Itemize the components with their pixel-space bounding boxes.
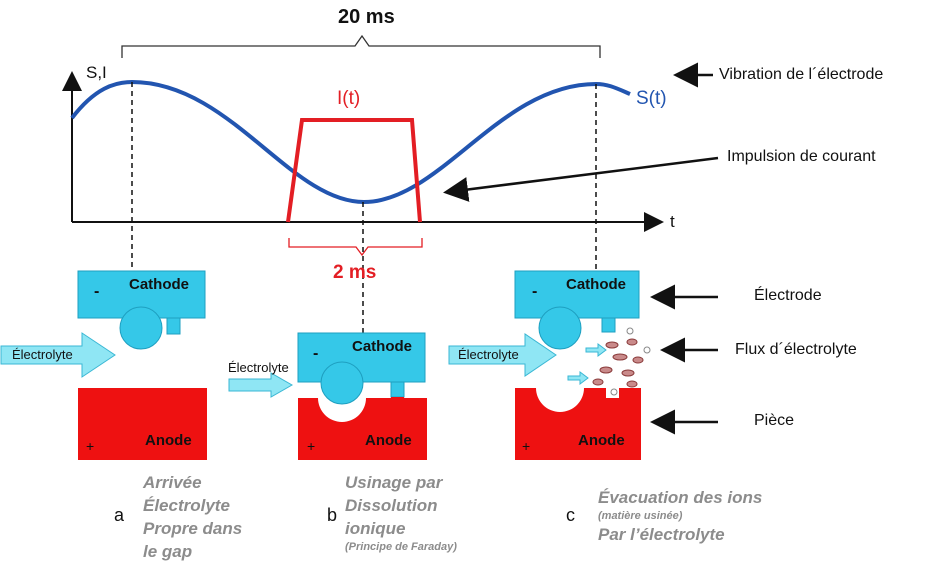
cathode-label-c: Cathode [566, 276, 626, 293]
plus-sign-a: + [86, 438, 95, 454]
electrolyte-arrow-a [0, 332, 116, 378]
anode-label-b: Anode [365, 432, 412, 449]
period-label: 20 ms [338, 6, 395, 28]
electrode-nub-b [390, 381, 405, 398]
stage-caption-b: Usinage par Dissolution ionique (Princip… [345, 471, 457, 554]
stage-caption-c: Évacuation des ions (matière usinée) Par… [598, 486, 762, 546]
plus-sign-c: + [522, 438, 531, 454]
stage-caption-a: Arrivée Électrolyte Propre dans le gap [143, 471, 242, 563]
caption-note: (Principe de Faraday) [345, 541, 457, 553]
stage-letter-b: b [327, 505, 338, 525]
block-b [228, 332, 427, 460]
current-pulse [286, 118, 422, 223]
ion-particles [567, 327, 651, 396]
flow-arrow [567, 371, 589, 385]
pulse-width-label: 2 ms [333, 262, 377, 283]
electrode-tip-c [538, 306, 582, 350]
block-a [0, 270, 207, 460]
electrode-tip-b [320, 361, 364, 405]
minus-sign-b: - [313, 345, 319, 362]
electrode-annotation: Électrode [754, 287, 822, 304]
electrode-tip-a [119, 306, 163, 350]
caption-line: Évacuation des ions [598, 488, 763, 507]
flow-arrow [585, 343, 607, 357]
pulse-width-bracket [288, 238, 423, 257]
ion [626, 380, 638, 388]
current-pulse-arrow [443, 156, 719, 202]
ion [592, 378, 604, 386]
period-bracket [121, 34, 601, 58]
ion [621, 369, 635, 377]
cathode-label-b: Cathode [352, 338, 412, 355]
cathode-label-a: Cathode [129, 276, 189, 293]
electrode-nub-c [601, 317, 616, 333]
block-c [448, 270, 651, 460]
bubble [610, 388, 618, 396]
stage-letter-a: a [114, 505, 125, 525]
x-axis-label: t [670, 212, 675, 231]
electrolyte-arrow-b [228, 372, 294, 398]
cathode-c [514, 270, 640, 319]
ion [599, 366, 613, 374]
electrode-nub-a [166, 317, 181, 335]
current-pulse-annotation: Impulsion de courant [727, 148, 876, 165]
anode-a [78, 388, 207, 460]
minus-sign-a: - [94, 283, 100, 300]
bubble [643, 346, 651, 354]
anode-c [515, 388, 641, 460]
ion [632, 356, 644, 364]
bubble [626, 327, 634, 335]
caption-note: (matière usinée) [598, 510, 683, 522]
vibration-annotation: Vibration de l´électrode [719, 66, 884, 83]
electrolyte-label-c: Électrolyte [458, 347, 519, 362]
anode-label-c: Anode [578, 432, 625, 449]
caption-line: Propre dans [143, 519, 243, 538]
electrolyte-arrow-c [448, 333, 557, 377]
ion [605, 341, 619, 349]
electrolyte-label-b: Électrolyte [228, 360, 289, 375]
y-axis-label: S,I [86, 63, 107, 82]
minus-sign-c: - [532, 283, 538, 300]
current-series-label: I(t) [337, 88, 361, 109]
anode-b [298, 397, 427, 460]
ion [612, 353, 628, 361]
anode-label-a: Anode [145, 432, 192, 449]
ion [626, 338, 638, 346]
caption-line: Arrivée [143, 473, 202, 492]
caption-line: le gap [143, 542, 193, 561]
caption-line: Dissolution [345, 496, 438, 515]
vibration-series-label: S(t) [636, 88, 667, 109]
caption-line: ionique [345, 519, 406, 538]
electrolyte-flow-annotation: Flux d´électrolyte [735, 341, 857, 358]
electrolyte-label-a: Électrolyte [12, 347, 73, 362]
stage-letter-c: c [566, 505, 575, 525]
caption-line: Usinage par [345, 473, 443, 492]
workpiece-annotation: Pièce [754, 412, 795, 429]
caption-line: Électrolyte [143, 496, 230, 515]
caption-line: Par l’électrolyte [598, 525, 725, 544]
plus-sign-b: + [307, 438, 316, 454]
